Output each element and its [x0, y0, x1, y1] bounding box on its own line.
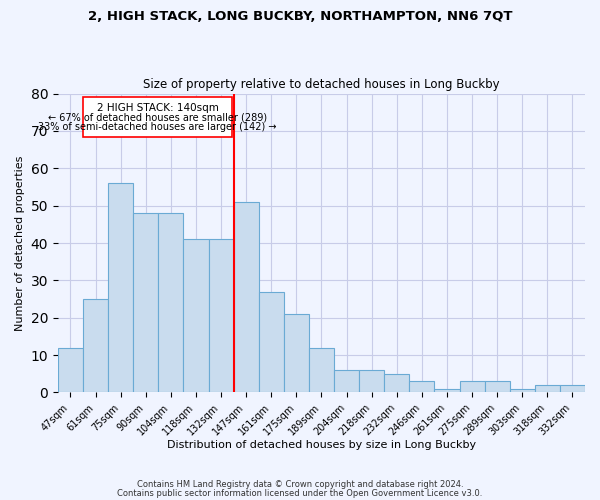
Bar	[485, 382, 510, 392]
Bar	[184, 240, 209, 392]
Bar	[108, 183, 133, 392]
Bar	[58, 348, 83, 393]
Text: ← 67% of detached houses are smaller (289): ← 67% of detached houses are smaller (28…	[48, 112, 267, 122]
Bar	[510, 389, 535, 392]
Bar	[409, 382, 434, 392]
Bar	[309, 348, 334, 393]
Text: Contains public sector information licensed under the Open Government Licence v3: Contains public sector information licen…	[118, 489, 482, 498]
Bar	[83, 299, 108, 392]
Bar	[359, 370, 384, 392]
Y-axis label: Number of detached properties: Number of detached properties	[15, 156, 25, 330]
Bar	[384, 374, 409, 392]
X-axis label: Distribution of detached houses by size in Long Buckby: Distribution of detached houses by size …	[167, 440, 476, 450]
Bar	[284, 314, 309, 392]
Bar	[535, 385, 560, 392]
Text: 2, HIGH STACK, LONG BUCKBY, NORTHAMPTON, NN6 7QT: 2, HIGH STACK, LONG BUCKBY, NORTHAMPTON,…	[88, 10, 512, 23]
Bar	[434, 389, 460, 392]
Text: Contains HM Land Registry data © Crown copyright and database right 2024.: Contains HM Land Registry data © Crown c…	[137, 480, 463, 489]
Bar	[133, 213, 158, 392]
Bar	[460, 382, 485, 392]
Title: Size of property relative to detached houses in Long Buckby: Size of property relative to detached ho…	[143, 78, 500, 91]
Bar	[233, 202, 259, 392]
Text: 33% of semi-detached houses are larger (142) →: 33% of semi-detached houses are larger (…	[38, 122, 277, 132]
Bar	[560, 385, 585, 392]
Bar	[209, 240, 233, 392]
Text: 2 HIGH STACK: 140sqm: 2 HIGH STACK: 140sqm	[97, 103, 218, 113]
Bar	[158, 213, 184, 392]
Bar	[259, 292, 284, 392]
Bar	[83, 98, 232, 136]
Bar	[334, 370, 359, 392]
